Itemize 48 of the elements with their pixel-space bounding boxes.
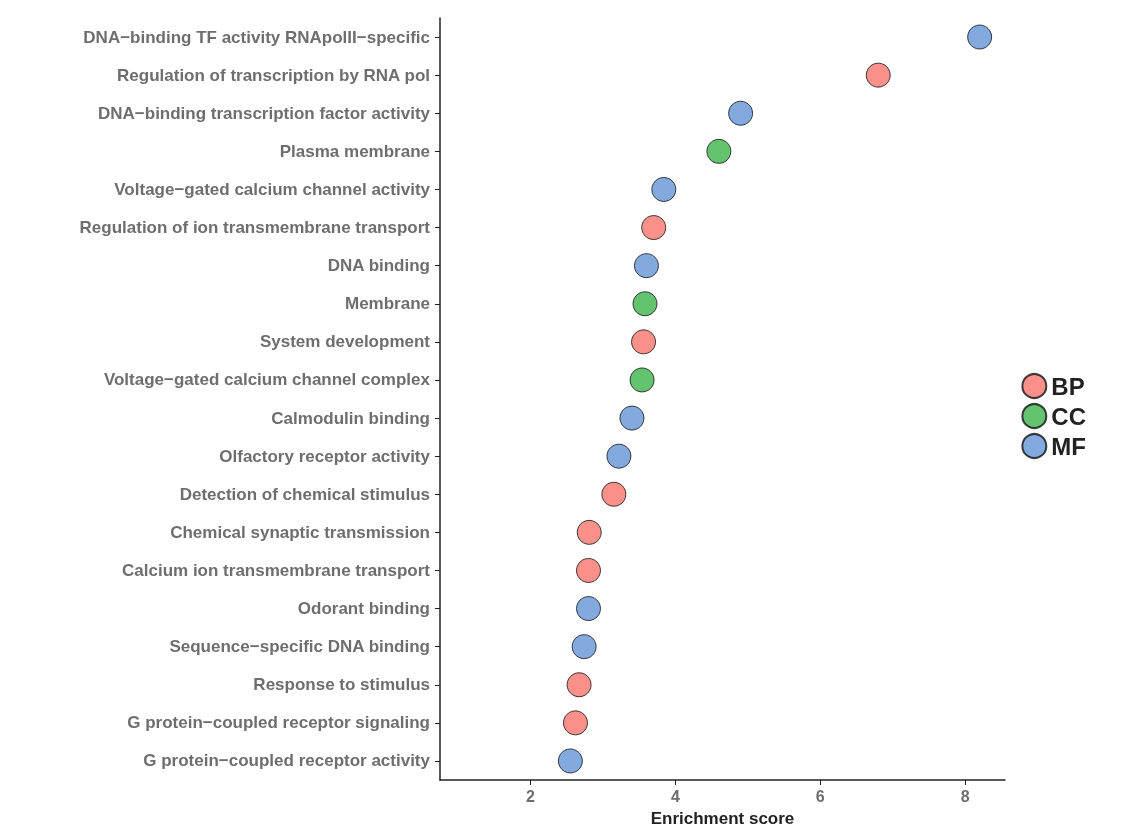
legend-label: BP bbox=[1051, 372, 1085, 400]
legend-label: CC bbox=[1051, 402, 1087, 430]
point bbox=[562, 710, 588, 736]
y-tick-label: Detection of chemical stimulus bbox=[179, 484, 430, 504]
point bbox=[601, 481, 627, 507]
y-tick-label: Plasma membrane bbox=[279, 141, 430, 161]
point bbox=[576, 519, 602, 545]
point bbox=[576, 557, 601, 583]
legend-label: MF bbox=[1051, 432, 1086, 460]
x-tick-label: 4 bbox=[670, 787, 680, 805]
point bbox=[566, 672, 592, 698]
y-tick-label: Response to stimulus bbox=[253, 675, 430, 695]
point bbox=[865, 62, 891, 88]
point bbox=[629, 367, 655, 393]
point bbox=[967, 24, 993, 50]
y-tick-label: G protein−coupled receptor activity bbox=[143, 751, 431, 771]
y-tick-label: Voltage−gated calcium channel activity bbox=[114, 179, 431, 199]
x-axis-title: Enrichment score bbox=[650, 809, 795, 828]
y-tick-label: Regulation of ion transmembrane transport bbox=[79, 218, 431, 238]
y-tick-label: Voltage−gated calcium channel complex bbox=[103, 370, 431, 390]
x-tick-label: 8 bbox=[960, 787, 970, 805]
y-tick-label: DNA−binding transcription factor activity bbox=[97, 103, 431, 123]
point bbox=[641, 215, 667, 241]
y-tick-label: Odorant binding bbox=[297, 599, 430, 619]
y-tick-label: Calcium ion transmembrane transport bbox=[122, 560, 431, 580]
point bbox=[557, 748, 583, 774]
point bbox=[631, 329, 657, 355]
y-tick-label: Calmodulin binding bbox=[271, 408, 430, 428]
point bbox=[576, 596, 601, 622]
y-tick-label: G protein−coupled receptor signaling bbox=[127, 713, 430, 733]
y-tick-label: Sequence−specific DNA binding bbox=[169, 637, 430, 657]
x-tick-label: 2 bbox=[526, 787, 536, 805]
y-tick-label: Membrane bbox=[344, 294, 430, 314]
point bbox=[728, 100, 754, 126]
point bbox=[571, 634, 597, 660]
point bbox=[633, 253, 659, 279]
point bbox=[606, 443, 632, 469]
y-tick-label: DNA−binding TF activity RNApolII−specific bbox=[83, 27, 430, 47]
x-tick-label: 6 bbox=[815, 787, 825, 805]
point bbox=[619, 405, 645, 431]
y-tick-label: DNA binding bbox=[327, 256, 430, 276]
point bbox=[706, 138, 732, 164]
point bbox=[651, 176, 677, 202]
y-tick-label: System development bbox=[259, 332, 431, 352]
y-tick-label: Regulation of transcription by RNA pol bbox=[117, 65, 430, 85]
y-tick-label: Chemical synaptic transmission bbox=[170, 522, 430, 542]
point bbox=[632, 291, 658, 317]
y-tick-label: Olfactory receptor activity bbox=[219, 446, 431, 466]
